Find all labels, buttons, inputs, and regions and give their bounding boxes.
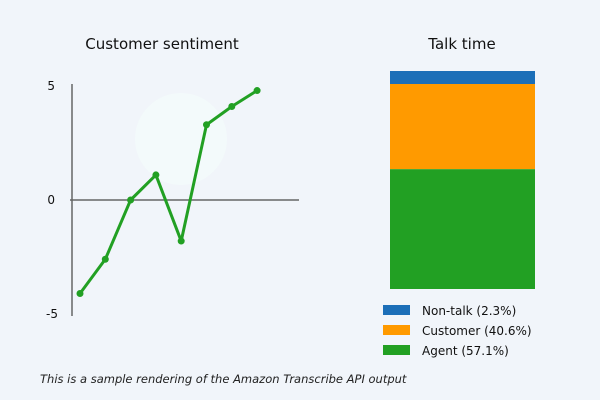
legend-swatch xyxy=(383,325,410,335)
sentiment-point xyxy=(127,196,135,204)
ytick-5: 5 xyxy=(47,79,55,93)
sentiment-point xyxy=(228,103,236,111)
sentiment-point xyxy=(101,255,109,263)
ytick-0: 0 xyxy=(47,193,55,207)
legend-label: Non-talk (2.3%) xyxy=(422,304,516,318)
talk-time-title: Talk time xyxy=(427,35,495,53)
ytick-neg5: -5 xyxy=(46,307,58,321)
sentiment-point xyxy=(203,121,210,129)
sentiment-title: Customer sentiment xyxy=(85,35,239,53)
legend-label: Agent (57.1%) xyxy=(422,344,509,358)
sentiment-point xyxy=(152,171,160,179)
bar-segment-non-talk xyxy=(390,71,535,84)
sentiment-point xyxy=(76,289,84,297)
sentiment-line xyxy=(78,89,258,295)
footnote: This is a sample rendering of the Amazon… xyxy=(40,372,407,386)
legend-swatch xyxy=(383,345,410,355)
legend-label: Customer (40.6%) xyxy=(422,324,532,338)
sentiment-point xyxy=(177,237,185,245)
sentiment-point xyxy=(253,87,261,95)
legend-swatch xyxy=(383,305,410,315)
highlight-circle xyxy=(135,93,227,185)
bar-segment-customer xyxy=(390,84,535,170)
bar-segment-agent xyxy=(390,169,535,289)
